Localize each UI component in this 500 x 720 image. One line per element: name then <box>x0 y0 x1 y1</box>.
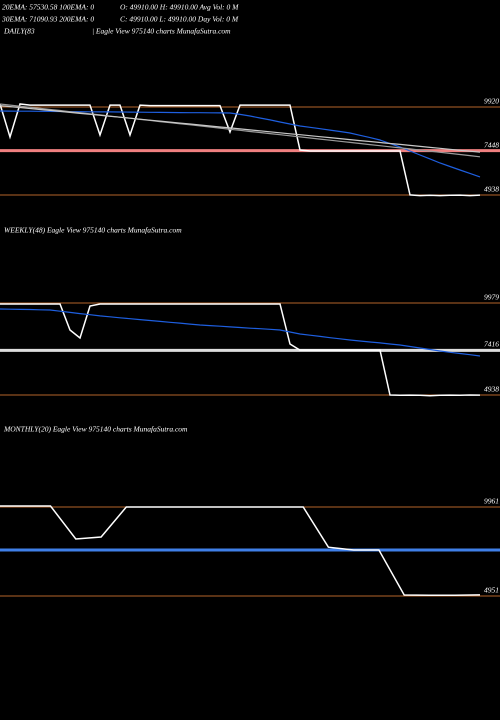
price-line <box>0 103 481 158</box>
panel-title: DAILY(83 <box>3 27 35 36</box>
price-line <box>0 308 481 357</box>
y-tick-label: 4938 <box>484 385 499 394</box>
price-line <box>0 505 481 597</box>
header-ohlc-1: O: 49910.00 H: 49910.00 Avg Vol: 0 M <box>120 3 239 12</box>
y-tick-label: 4938 <box>484 185 499 194</box>
panel-subtitle: | Eagle View 975140 charts MunafaSutra.c… <box>92 27 231 36</box>
panel-title: MONTHLY(20) Eagle View 975140 charts Mun… <box>3 425 188 434</box>
y-tick-label: 9920 <box>484 97 499 106</box>
y-tick-label: 4951 <box>484 586 499 595</box>
header-ema-1: 20EMA: 57530.58 100EMA: 0 <box>2 3 94 12</box>
y-tick-label: 7448 <box>484 140 499 149</box>
price-line <box>0 105 481 153</box>
header-ohlc-2: C: 49910.00 L: 49910.00 Day Vol: 0 M <box>120 15 239 24</box>
y-tick-label: 9979 <box>484 293 499 302</box>
price-line <box>0 110 481 178</box>
price-line <box>0 303 481 397</box>
panel-title: WEEKLY(48) Eagle View 975140 charts Muna… <box>4 226 182 235</box>
price-line <box>0 103 481 197</box>
y-tick-label: 7416 <box>484 339 499 348</box>
y-tick-label: 9961 <box>484 497 499 506</box>
header-ema-2: 30EMA: 71090.93 200EMA: 0 <box>1 15 94 24</box>
